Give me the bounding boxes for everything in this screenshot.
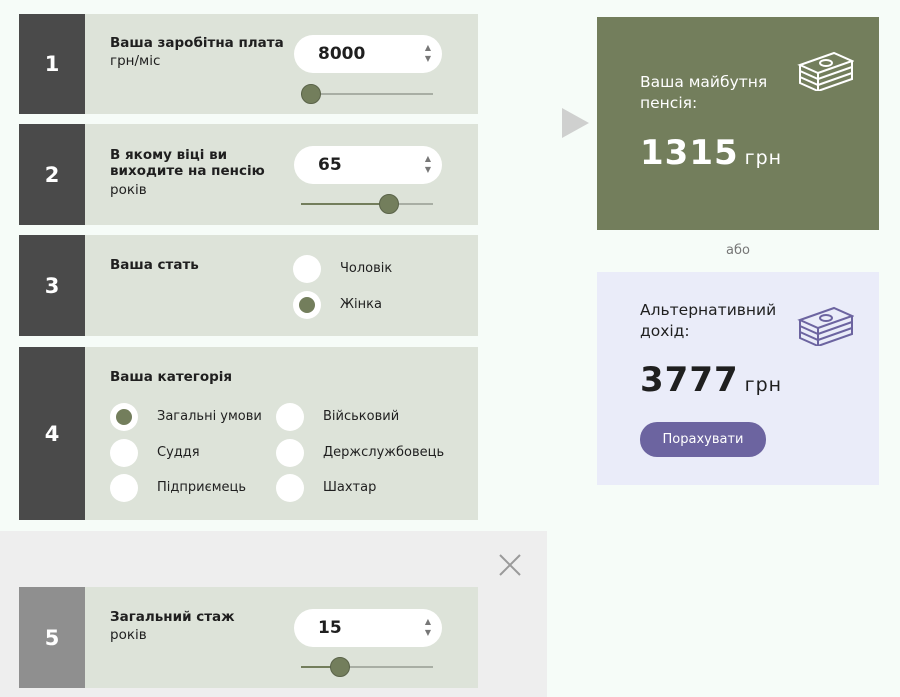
radio-label-military: Військовий — [323, 409, 400, 424]
radio-judge[interactable] — [110, 439, 138, 467]
step-number: 5 — [19, 587, 85, 688]
age-input[interactable]: 65 ▲ ▼ — [294, 146, 442, 184]
radio-female[interactable] — [293, 291, 321, 319]
question-title: Ваша категорія — [110, 369, 233, 385]
radio-label-general: Загальні умови — [157, 409, 262, 424]
age-value: 65 — [318, 155, 342, 175]
pension-label: Ваша майбутня пенсія: — [640, 73, 768, 112]
radio-entrepreneur[interactable] — [110, 474, 138, 502]
radio-selected-dot — [116, 409, 132, 425]
chevron-up-icon[interactable]: ▲ — [424, 43, 431, 52]
money-stack-icon — [797, 306, 854, 346]
money-stack-icon — [797, 51, 854, 91]
radio-label-male: Чоловік — [340, 261, 393, 276]
close-icon[interactable] — [498, 553, 522, 577]
alternative-amount: 3777 грн — [640, 360, 783, 400]
radio-label-entrepreneur: Підприємець — [157, 480, 247, 495]
experience-value: 15 — [318, 618, 342, 638]
radio-military[interactable] — [276, 403, 304, 431]
unit-label: років — [110, 627, 147, 643]
radio-miner[interactable] — [276, 474, 304, 502]
chevron-up-icon[interactable]: ▲ — [424, 617, 431, 626]
salary-value: 8000 — [318, 44, 366, 64]
radio-selected-dot — [299, 297, 315, 313]
pension-result-card: Ваша майбутня пенсія: 1315 грн — [597, 17, 879, 230]
step-number: 2 — [19, 124, 85, 225]
step-salary: 1 Ваша заробітна плата грн/міс 8000 ▲ ▼ — [19, 14, 478, 114]
slider-thumb[interactable] — [301, 84, 321, 104]
step-retirement-age: 2 В якому віці ви виходите на пенсію рок… — [19, 124, 478, 225]
spinner-arrows[interactable]: ▲ ▼ — [425, 42, 431, 64]
question-title: Загальний стаж — [110, 609, 235, 625]
step-experience: 5 Загальний стаж років 15 ▲ ▼ — [19, 587, 478, 688]
arrow-right-icon — [562, 108, 589, 138]
radio-civil-servant[interactable] — [276, 439, 304, 467]
unit-label: грн/міс — [110, 53, 161, 69]
experience-input[interactable]: 15 ▲ ▼ — [294, 609, 442, 647]
step-category: 4 Ваша категорія Загальні умови Військов… — [19, 347, 478, 520]
spinner-arrows[interactable]: ▲ ▼ — [425, 153, 431, 175]
radio-label-civil-servant: Держслужбовець — [323, 445, 445, 460]
slider-thumb[interactable] — [329, 657, 350, 677]
question-title: Ваша стать — [110, 257, 199, 273]
slider-thumb[interactable] — [378, 194, 399, 214]
radio-general[interactable] — [110, 403, 138, 431]
step-gender: 3 Ваша стать Чоловік Жінка — [19, 235, 478, 336]
spinner-arrows[interactable]: ▲ ▼ — [425, 616, 431, 638]
chevron-up-icon[interactable]: ▲ — [424, 154, 431, 163]
salary-slider[interactable] — [301, 84, 433, 104]
step-number: 1 — [19, 14, 85, 114]
currency: грн — [744, 374, 783, 396]
salary-input[interactable]: 8000 ▲ ▼ — [294, 35, 442, 73]
age-slider[interactable] — [301, 194, 433, 214]
chevron-down-icon[interactable]: ▼ — [424, 628, 431, 637]
chevron-down-icon[interactable]: ▼ — [424, 165, 431, 174]
calculate-button[interactable]: Порахувати — [640, 422, 766, 457]
radio-label-judge: Суддя — [157, 445, 200, 460]
experience-slider[interactable] — [301, 657, 433, 677]
step-number: 4 — [19, 347, 85, 520]
radio-label-female: Жінка — [340, 297, 382, 312]
currency: грн — [744, 147, 783, 169]
step-number: 3 — [19, 235, 85, 336]
question-title: Ваша заробітна плата — [110, 35, 284, 51]
alternative-label: Альтернативний дохід: — [640, 301, 777, 340]
radio-male[interactable] — [293, 255, 321, 283]
alternative-income-card: Альтернативний дохід: 3777 грн Порахувати — [597, 272, 879, 485]
or-separator: або — [726, 243, 750, 258]
question-title: В якому віці ви виходите на пенсію — [110, 147, 265, 179]
unit-label: років — [110, 182, 147, 198]
radio-label-miner: Шахтар — [323, 480, 377, 495]
pension-amount: 1315 грн — [640, 133, 783, 173]
chevron-down-icon[interactable]: ▼ — [424, 54, 431, 63]
